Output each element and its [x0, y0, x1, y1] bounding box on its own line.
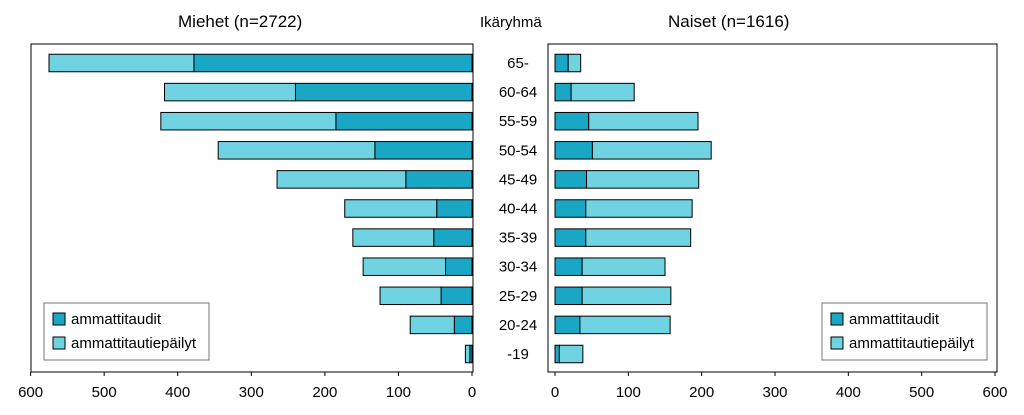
women-bar-ammattitaudit-55-59 [554, 111, 590, 131]
women-plot-frame [547, 43, 998, 373]
women-tick-label: 500 [909, 384, 934, 401]
age-group-30-34: 30-34 [499, 259, 537, 276]
women-tick-label: 200 [689, 384, 714, 401]
legend-swatch-ammattitaudit [830, 312, 844, 326]
age-group--19: -19 [507, 346, 529, 363]
legend-label-ammattitaudit: ammattitaudit [71, 311, 162, 328]
men-tick-label: 500 [92, 384, 117, 401]
women-tick-label: 400 [836, 384, 861, 401]
legend-swatch-epailyt [830, 336, 844, 350]
women-bar-epailyt-30-34 [581, 257, 666, 276]
women-tick-label: 300 [762, 384, 787, 401]
age-group-35-39: 35-39 [499, 230, 537, 247]
women-bar-ammattitaudit-50-54 [554, 141, 593, 160]
women-bar-epailyt-25-29 [581, 286, 672, 306]
age-group-40-44: 40-44 [499, 201, 537, 218]
women-tick-label: 100 [616, 384, 641, 401]
age-group-25-29: 25-29 [499, 288, 537, 305]
women-bar-ammattitaudit-30-34 [554, 257, 583, 276]
men-tick-label: 100 [386, 384, 411, 401]
women-bar-epailyt-65- [567, 53, 582, 73]
men-bar-ammattitaudit-35-39 [433, 228, 473, 247]
men-bar-ammattitaudit-40-44 [436, 199, 473, 218]
age-group-45-49: 45-49 [499, 171, 537, 188]
age-group-50-54: 50-54 [499, 142, 537, 159]
men-plot-frame [30, 43, 474, 373]
men-bar-epailyt-55-59 [160, 111, 337, 131]
women-bar-ammattitaudit-25-29 [554, 286, 583, 306]
men-bar-ammattitaudit-50-54 [374, 141, 473, 160]
women-bar-ammattitaudit-20-24 [554, 315, 581, 335]
men-bar-ammattitaudit-60-64 [294, 82, 473, 102]
women-bar-epailyt-60-64 [570, 82, 635, 102]
women-bar-ammattitaudit-40-44 [554, 199, 587, 218]
legend-label-epailyt: ammattitautiepäilyt [849, 335, 975, 352]
men-bar-ammattitaudit-30-34 [445, 257, 473, 276]
men-tick-label: 200 [312, 384, 337, 401]
women-bar-ammattitaudit-60-64 [554, 82, 572, 102]
women-bar-epailyt-40-44 [585, 199, 693, 218]
men-bar-ammattitaudit-25-29 [440, 286, 473, 306]
men-bar-epailyt-35-39 [352, 228, 435, 247]
men-tick-label: 400 [165, 384, 190, 401]
men-bar-ammattitaudit-45-49 [405, 170, 473, 189]
men-bar-ammattitaudit-55-59 [335, 111, 473, 131]
women-bar-epailyt-50-54 [591, 141, 712, 160]
men-tick-label: 300 [239, 384, 264, 401]
women-bar-ammattitaudit--19 [554, 344, 560, 364]
legend-label-epailyt: ammattitautiepäilyt [71, 335, 197, 352]
legend-swatch-epailyt [52, 336, 66, 350]
women-bar-ammattitaudit-45-49 [554, 170, 588, 189]
right-chart-title: Naiset (n=1616) [668, 12, 790, 31]
men-bar-epailyt-30-34 [362, 257, 447, 276]
women-panel: 0 100 200 300 400 500 600 ammattitaudit ammattit… [547, 43, 1008, 401]
age-group-labels: 65- 60-64 55-59 50-54 45-49 40-44 35-39 30-34 25… [499, 55, 537, 363]
legend-swatch-ammattitaudit [52, 312, 66, 326]
women-legend [821, 302, 988, 361]
women-bar-epailyt-45-49 [586, 170, 700, 189]
men-tick-label: 0 [468, 384, 476, 401]
men-panel: 0 100 200 300 400 500 600 ammattitaudit ammattit… [18, 43, 476, 401]
men-bar-epailyt-50-54 [217, 141, 376, 160]
age-group-20-24: 20-24 [499, 317, 537, 334]
men-tick-label: 600 [18, 384, 43, 401]
men-bar-epailyt-40-44 [344, 199, 438, 218]
women-bar-epailyt-20-24 [579, 315, 671, 335]
men-bar-ammattitaudit-20-24 [453, 315, 473, 335]
women-tick-label: 0 [551, 384, 559, 401]
left-chart-title: Miehet (n=2722) [178, 12, 303, 31]
men-bar-epailyt-65- [48, 53, 195, 73]
age-group-65-: 65- [507, 55, 529, 72]
age-group-55-59: 55-59 [499, 113, 537, 130]
men-bar-epailyt--19 [464, 344, 471, 364]
women-tick-label: 600 [982, 384, 1007, 401]
men-legend [43, 302, 210, 361]
age-group-label: Ikäryhmä [480, 14, 542, 31]
men-bar-epailyt-25-29 [379, 286, 442, 306]
women-bar-epailyt-55-59 [588, 111, 699, 131]
women-bar-ammattitaudit-35-39 [554, 228, 587, 247]
women-bar-epailyt--19 [558, 344, 584, 364]
men-bar-epailyt-45-49 [276, 170, 407, 189]
men-bar-epailyt-60-64 [163, 82, 296, 102]
men-bar-epailyt-20-24 [409, 315, 455, 335]
women-bar-ammattitaudit-65- [554, 53, 569, 73]
legend-label-ammattitaudit: ammattitaudit [849, 311, 940, 328]
age-group-60-64: 60-64 [499, 84, 537, 101]
men-bar-ammattitaudit-65- [193, 53, 473, 73]
women-bar-epailyt-35-39 [585, 228, 692, 247]
